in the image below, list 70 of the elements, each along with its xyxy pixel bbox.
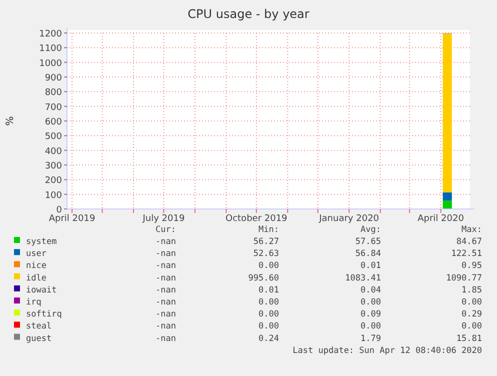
text: 0.29 xyxy=(462,310,482,320)
text: 57.65 xyxy=(355,237,381,247)
text: 0.00 xyxy=(360,322,381,332)
text: Last update: Sun Apr 12 08:40:06 2020 xyxy=(292,346,482,356)
text: 1.85 xyxy=(462,285,482,296)
text: Cur: xyxy=(156,225,176,235)
text: 0.00 xyxy=(258,298,279,308)
text: 0.00 xyxy=(258,322,279,332)
y-tick-label: 200 xyxy=(44,176,62,186)
y-axis-title: % xyxy=(5,116,16,126)
legend-label: irq xyxy=(26,298,42,308)
text: 0.00 xyxy=(360,298,381,308)
x-tick-label: January 2020 xyxy=(318,214,380,224)
text: 0.95 xyxy=(462,261,482,272)
legend-label: user xyxy=(26,249,46,260)
y-tick-label: 900 xyxy=(44,74,62,84)
y-tick-label: 300 xyxy=(44,162,62,172)
text: Avg: xyxy=(360,225,381,235)
y-tick-label: 1000 xyxy=(39,58,62,69)
y-tick-label: 1100 xyxy=(39,44,62,54)
legend-label: idle xyxy=(26,273,46,284)
legend-label: nice xyxy=(26,261,46,272)
y-tick-label: 800 xyxy=(44,88,62,98)
text: -nan xyxy=(156,298,176,308)
text: 0.24 xyxy=(258,334,279,344)
text: 0.00 xyxy=(462,298,482,308)
text: 995.60 xyxy=(248,273,279,284)
text: -nan xyxy=(156,285,176,296)
text: -nan xyxy=(156,273,176,284)
text: -nan xyxy=(156,334,176,344)
text: 122.51 xyxy=(451,249,482,260)
y-tick-label: 400 xyxy=(44,146,62,157)
y-tick-label: 0 xyxy=(56,206,62,216)
text: 0.00 xyxy=(258,310,279,320)
text: 0.01 xyxy=(360,261,381,272)
text: 1.79 xyxy=(360,334,381,344)
text: -nan xyxy=(156,261,176,272)
text: 0.00 xyxy=(462,322,482,332)
text: 0.01 xyxy=(258,285,279,296)
legend-label: system xyxy=(26,237,57,247)
y-tick-label: 600 xyxy=(44,118,62,128)
legend-label: iowait xyxy=(26,285,57,296)
y-tick-label: 700 xyxy=(44,102,62,113)
text: -nan xyxy=(156,322,176,332)
x-tick-label: April 2020 xyxy=(418,214,464,224)
text: Max: xyxy=(462,225,482,235)
legend-label: softirq xyxy=(26,310,62,320)
text: -nan xyxy=(156,249,176,260)
y-tick-label: 500 xyxy=(44,132,62,142)
text: -nan xyxy=(156,237,176,247)
y-tick-label: 1200 xyxy=(39,30,62,40)
text: Min: xyxy=(258,225,279,235)
text: 15.81 xyxy=(456,334,482,344)
legend-label: steal xyxy=(26,322,52,332)
text: -nan xyxy=(156,310,176,320)
chart-title: CPU usage - by year xyxy=(188,7,310,21)
text: 84.67 xyxy=(456,237,482,247)
y-tick-label: 100 xyxy=(44,190,62,201)
x-tick-label: July 2019 xyxy=(142,214,185,224)
x-tick-label: April 2019 xyxy=(48,214,96,224)
text: 56.84 xyxy=(355,249,381,260)
text: 56.27 xyxy=(253,237,279,247)
text: 0.09 xyxy=(360,310,381,320)
legend-label: guest xyxy=(26,334,52,344)
text: 1083.41 xyxy=(345,273,381,284)
text: 1090.77 xyxy=(446,273,482,284)
x-tick-label: October 2019 xyxy=(226,214,288,224)
text: 52.63 xyxy=(253,249,279,260)
text: 0.04 xyxy=(360,285,381,296)
text: 0.00 xyxy=(258,261,279,272)
